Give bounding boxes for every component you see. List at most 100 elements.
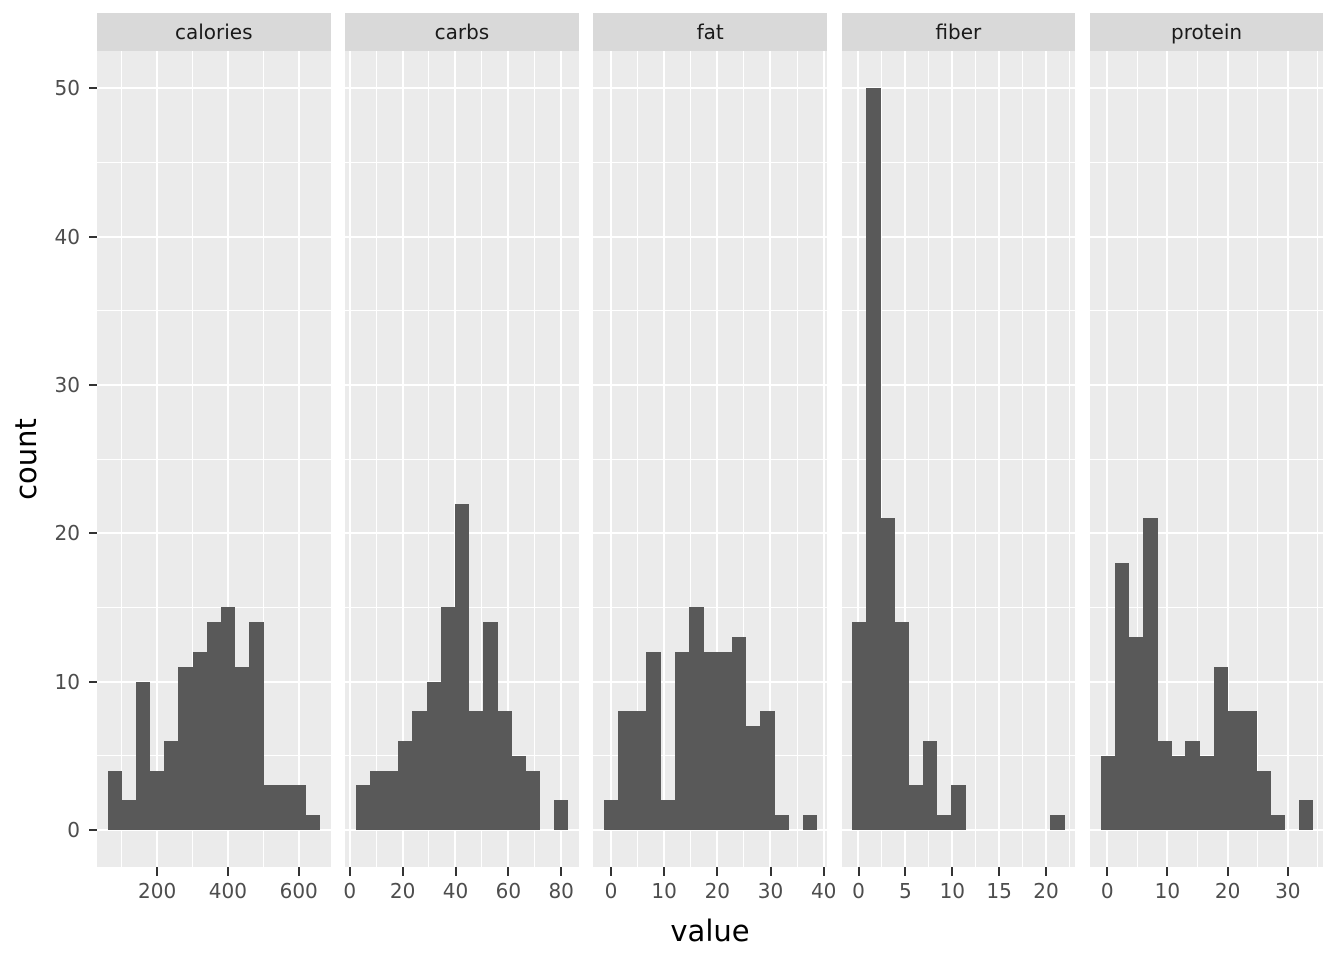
gridline-major-x [663,51,666,867]
gridline-minor-y [97,310,331,312]
histogram-bar [759,711,775,830]
x-axis-tick-label: 0 [1100,879,1114,903]
histogram-bar [1213,666,1229,830]
gridline-major-y [841,383,1076,386]
x-axis-tick-mark [348,867,351,876]
y-axis-tick-label: 50 [54,76,80,101]
facet-panel [97,51,331,867]
x-axis-tick-label: 10 [651,879,677,903]
x-axis-tick-mark [226,867,229,876]
histogram-bar [178,666,193,830]
gridline-minor-x [481,51,483,867]
gridline-major-x [226,51,229,867]
facet-panel [345,51,579,867]
gridline-minor-y [841,458,1076,460]
x-axis-tick-label: 10 [939,879,966,903]
histogram-bar [1143,518,1158,830]
gridline-major-y [1089,680,1324,683]
gridline-minor-x [796,51,798,867]
x-axis-tick-label: 200 [138,879,177,903]
histogram-bar [894,622,910,830]
gridline-major-x [769,51,772,867]
gridline-minor-x [975,51,977,867]
x-axis-tick-mark [610,867,612,876]
gridline-minor-x [690,51,692,867]
gridline-major-y [1089,383,1324,386]
histogram-bar [1100,755,1116,830]
histogram-bar [1157,740,1172,830]
histogram-bar [355,785,371,830]
gridline-minor-x [192,51,193,867]
y-axis-tick-mark [89,680,97,683]
facet-strip: calories [97,13,331,51]
gridline-major-y [97,532,331,535]
gridline-major-y [97,828,331,831]
gridline-minor-y [345,161,579,163]
gridline-major-x [609,51,612,867]
x-axis-tick-label: 0 [343,879,357,903]
gridline-minor-y [1089,458,1324,460]
gridline-minor-x [534,51,536,867]
gridline-major-y [345,87,579,90]
y-axis-tick-mark [89,828,97,831]
x-axis-tick-mark [1106,867,1109,876]
facet-panel [593,51,827,867]
x-axis-tick-mark [507,867,510,876]
gridline-minor-y [345,458,579,460]
histogram-bar [121,800,137,830]
gridline-major-y [97,87,331,90]
y-axis-tick-label: 40 [54,224,80,249]
histogram-bar [454,503,470,830]
gridline-major-y [593,532,827,535]
x-axis-tick-label: 30 [757,879,784,903]
facet-strip: fat [593,13,827,51]
y-axis-tick-mark [89,532,97,535]
x-axis-tick-mark [156,867,159,876]
histogram-bar [922,740,938,830]
histogram-bar [703,651,718,830]
histogram-bar [277,785,292,830]
gridline-minor-y [841,606,1076,608]
gridline-major-y [345,235,579,238]
x-axis-tick-label: 60 [495,879,522,903]
facet-strip-label: protein [1171,20,1243,44]
histogram-bar [553,800,569,830]
gridline-minor-y [841,755,1076,757]
x-axis-tick-mark [560,867,563,876]
x-axis-tick-label: 0 [604,879,618,903]
histogram-bar [206,622,222,830]
gridline-minor-y [97,606,331,608]
y-axis-tick-mark [89,383,97,386]
gridline-major-x [401,51,404,867]
x-axis-tick-mark [1286,867,1289,876]
histogram-bar [412,711,427,830]
gridline-major-y [841,680,1076,683]
x-axis-tick-mark [454,867,457,876]
gridline-minor-x [1317,51,1319,867]
histogram-bar [646,651,661,830]
x-axis-tick-mark [1226,867,1229,876]
gridline-minor-y [593,458,827,460]
gridline-minor-y [345,310,579,312]
gridline-minor-x [375,51,377,867]
x-axis-tick-mark [951,867,954,876]
histogram-bar [951,785,966,830]
x-axis-tick-label: 40 [810,879,837,903]
x-axis-tick-mark [769,867,772,876]
gridline-minor-x [428,51,430,867]
gridline-major-x [1106,51,1109,867]
gridline-minor-x [928,51,930,867]
histogram-bar [164,740,179,830]
gridline-minor-y [1089,310,1324,312]
histogram-bar [398,740,413,830]
x-axis-tick-mark [1045,867,1047,876]
gridline-major-y [593,87,827,90]
gridline-major-x [904,51,907,867]
x-axis-tick-label: 30 [1275,879,1301,903]
histogram-bar [497,711,512,830]
histogram-bar [234,666,250,830]
histogram-bar [426,681,441,830]
gridline-major-x [716,51,719,867]
gridline-minor-x [1022,51,1024,867]
gridline-major-y [97,383,331,386]
